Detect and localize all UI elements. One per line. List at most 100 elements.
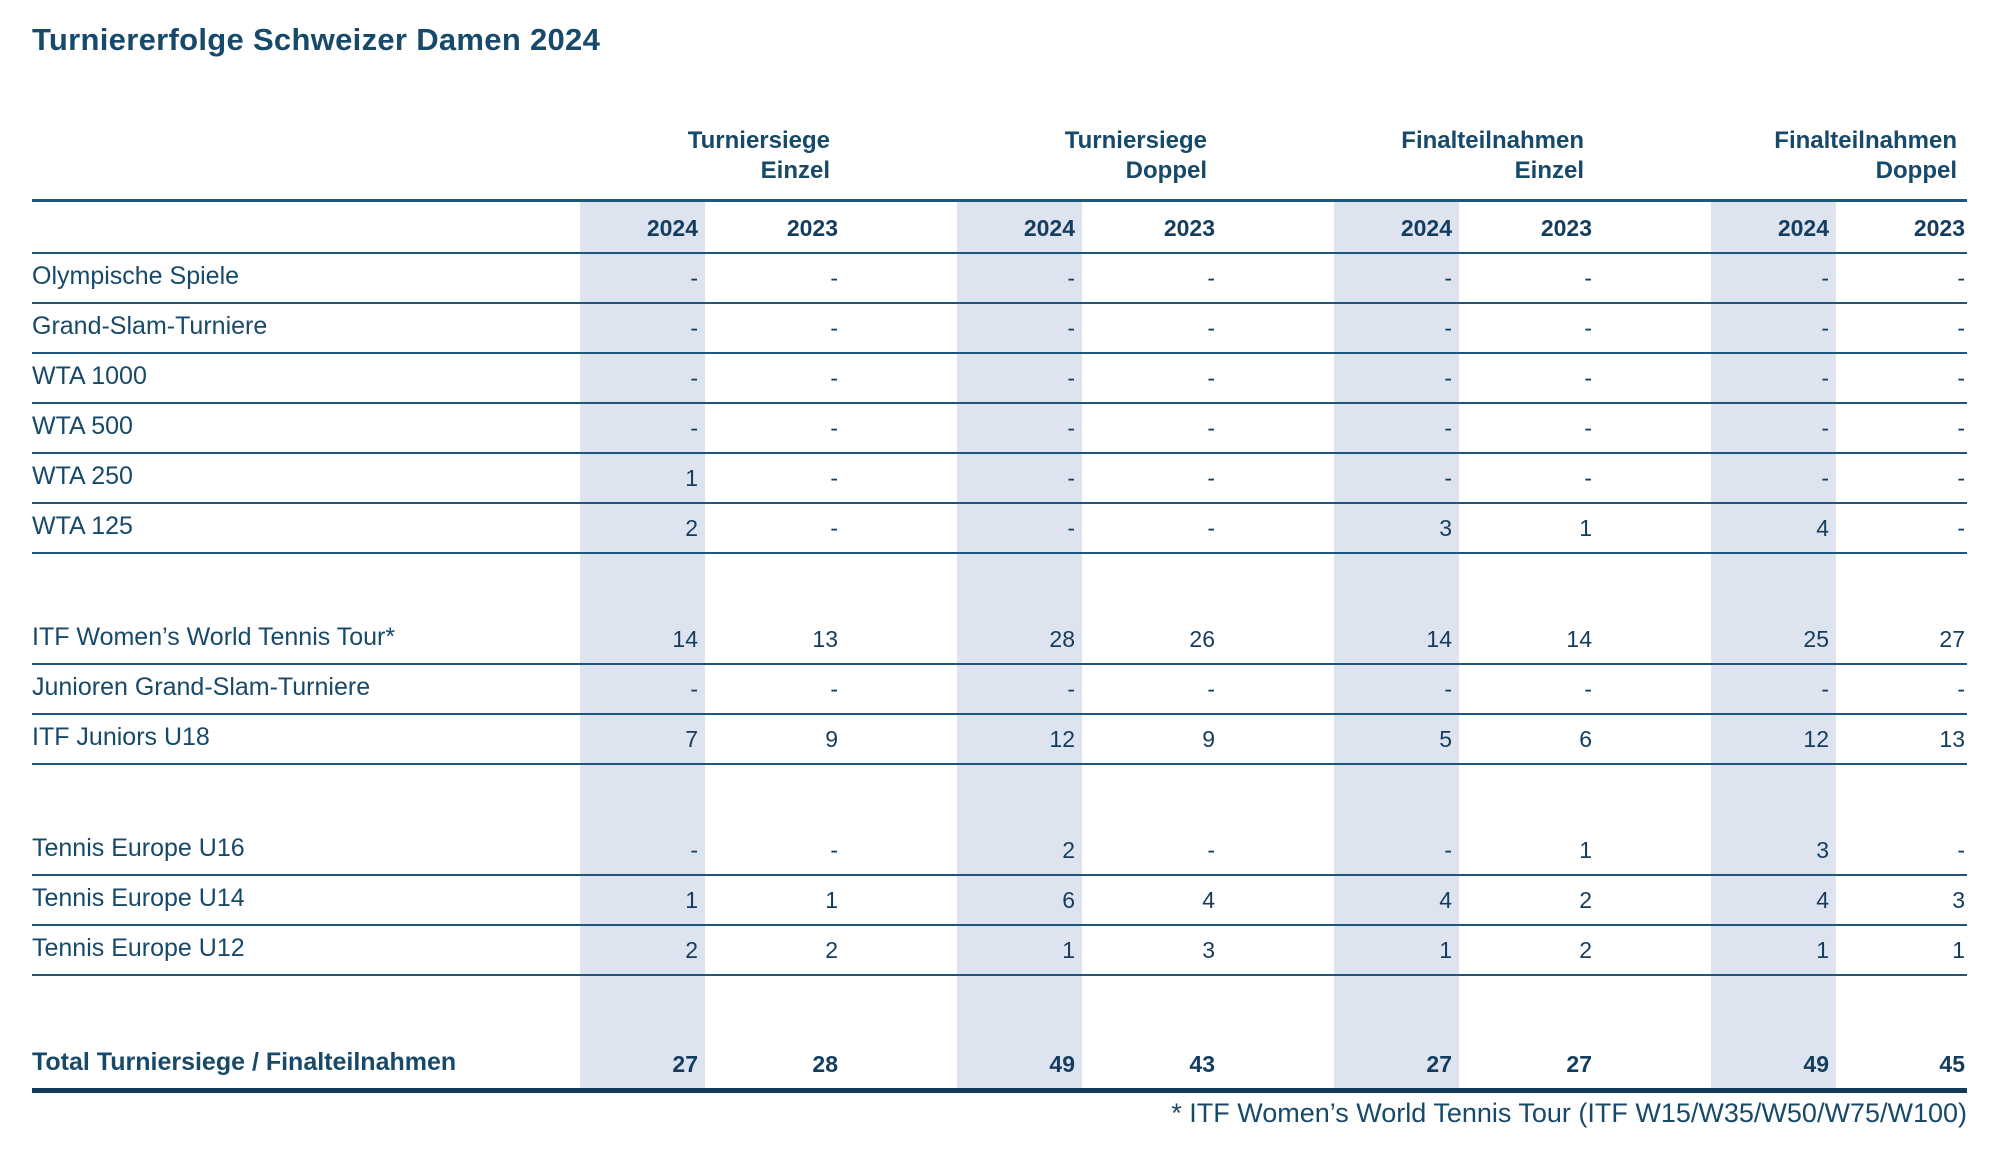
column-group-subtitle: Doppel (1125, 157, 1207, 185)
cell-2024: - (957, 504, 1082, 552)
cell-2023: - (1957, 315, 1965, 341)
column-gutter (1594, 554, 1711, 615)
page-title: Turniererfolge Schweizer Damen 2024 (32, 22, 601, 57)
column-gutter (840, 404, 957, 452)
cell-2023: 13 (1939, 726, 1965, 752)
cell-2023: 13 (812, 626, 838, 652)
cell-2024: - (957, 404, 1082, 452)
cell-2023 (1459, 976, 1594, 1037)
column-gutter (1217, 404, 1334, 452)
cell-2024: 27 (580, 1037, 705, 1088)
cell-2023: - (1957, 676, 1965, 702)
cell-2023: 1 (1579, 837, 1592, 863)
table-row: Olympische Spiele - - - - - - - - (32, 254, 1967, 304)
column-gutter (1594, 615, 1711, 663)
column-gutter (1594, 1037, 1711, 1088)
cell-2024: 2 (957, 826, 1082, 874)
cell-2023 (1459, 765, 1594, 826)
cell-2024: - (1711, 404, 1836, 452)
cell-2024 (1334, 976, 1459, 1037)
cell-2024 (1334, 765, 1459, 826)
row-label-spacer (32, 976, 580, 1037)
column-group-header: Turniersiege Einzel (580, 100, 840, 199)
row-label: Olympische Spiele (32, 262, 240, 290)
cell-2024: 2024 (1711, 202, 1836, 252)
cell-2023: 2023 (1913, 215, 1965, 241)
cell-2023 (1082, 976, 1217, 1037)
column-gutter (840, 454, 957, 502)
cell-2023 (705, 765, 840, 826)
cell-2024: 27 (1334, 1037, 1459, 1088)
cell-2023 (1836, 554, 1967, 615)
cell-2023: - (1957, 415, 1965, 441)
cell-2024: 1 (580, 876, 705, 924)
row-label: Tennis Europe U12 (32, 934, 245, 962)
cell-2024 (1711, 765, 1836, 826)
cell-2024: - (580, 665, 705, 713)
cell-2024 (957, 765, 1082, 826)
column-gutter (840, 504, 957, 552)
column-gutter (1594, 765, 1711, 826)
cell-2023: 1 (1579, 515, 1592, 541)
column-group-header: Finalteilnahmen Doppel (1711, 100, 1967, 199)
column-group-title: Finalteilnahmen (1401, 126, 1584, 154)
cell-2023: - (1207, 265, 1215, 291)
cell-2023: - (830, 465, 838, 491)
cell-2023: - (1957, 837, 1965, 863)
cell-2023: 1 (825, 887, 838, 913)
column-gutter (840, 976, 957, 1037)
cell-2024: 12 (1711, 715, 1836, 763)
cell-2023 (1082, 554, 1217, 615)
column-group-title: Finalteilnahmen (1774, 126, 1957, 154)
cell-2023: 2 (1579, 887, 1592, 913)
row-label: ITF Women’s World Tennis Tour* (32, 623, 396, 651)
cell-2023: 2023 (1540, 215, 1592, 241)
column-gutter (1217, 876, 1334, 924)
row-label: WTA 500 (32, 412, 133, 440)
cell-2023: - (1957, 465, 1965, 491)
cell-2024: 4 (1711, 876, 1836, 924)
cell-2023: - (1207, 465, 1215, 491)
cell-2023: - (1584, 415, 1592, 441)
row-label: Tennis Europe U14 (32, 884, 245, 912)
column-gutter (1217, 100, 1334, 199)
cell-2023: - (1584, 676, 1592, 702)
column-gutter (1594, 254, 1711, 302)
column-gutter (1217, 554, 1334, 615)
column-gutter (1217, 504, 1334, 552)
spacer-row (32, 554, 1967, 615)
column-gutter (1594, 354, 1711, 402)
cell-2023: - (830, 265, 838, 291)
column-gutter (1217, 254, 1334, 302)
column-group-header: Finalteilnahmen Einzel (1334, 100, 1594, 199)
cell-2024: 25 (1711, 615, 1836, 663)
cell-2024: - (580, 404, 705, 452)
cell-2023: 28 (812, 1051, 838, 1077)
cell-2023: 45 (1939, 1051, 1965, 1077)
cell-2024: 6 (957, 876, 1082, 924)
column-group-header: Turniersiege Doppel (957, 100, 1217, 199)
cell-2024: - (1711, 454, 1836, 502)
cell-2024: - (1334, 404, 1459, 452)
cell-2024: - (957, 665, 1082, 713)
cell-2024: 2024 (580, 202, 705, 252)
column-group-subtitle: Doppel (1875, 157, 1957, 185)
cell-2024: - (957, 354, 1082, 402)
table-row: WTA 1000 - - - - - - - - (32, 354, 1967, 404)
cell-2023: 14 (1566, 626, 1592, 652)
cell-2024: - (1334, 454, 1459, 502)
column-gutter (1217, 826, 1334, 874)
cell-2024: 14 (580, 615, 705, 663)
cell-2024: 2 (580, 504, 705, 552)
column-gutter (1217, 304, 1334, 352)
column-gutter (1594, 304, 1711, 352)
cell-2024: 28 (957, 615, 1082, 663)
cell-2024: - (1711, 354, 1836, 402)
cell-2023: - (1207, 837, 1215, 863)
cell-2023: - (830, 515, 838, 541)
cell-2023: - (830, 415, 838, 441)
cell-2024: 7 (580, 715, 705, 763)
cell-2023: - (1584, 315, 1592, 341)
column-gutter (1594, 665, 1711, 713)
cell-2023: - (1584, 365, 1592, 391)
